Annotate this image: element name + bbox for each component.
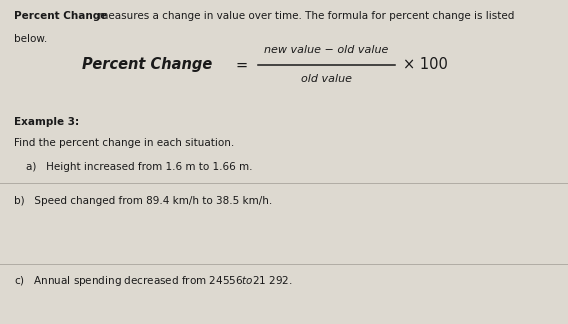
Text: old value: old value (301, 75, 352, 84)
Text: Percent Change: Percent Change (82, 57, 212, 72)
Text: × 100: × 100 (403, 57, 448, 72)
Text: new value − old value: new value − old value (265, 45, 389, 55)
Text: Find the percent change in each situation.: Find the percent change in each situatio… (14, 138, 235, 148)
Text: a)   Height increased from 1.6 m to 1.66 m.: a) Height increased from 1.6 m to 1.66 m… (26, 162, 252, 172)
Text: measures a change in value over time. The formula for percent change is listed: measures a change in value over time. Th… (95, 11, 514, 21)
Text: below.: below. (14, 34, 48, 44)
Text: =: = (236, 57, 248, 72)
Text: b)   Speed changed from 89.4 km/h to 38.5 km/h.: b) Speed changed from 89.4 km/h to 38.5 … (14, 196, 273, 206)
Text: Example 3:: Example 3: (14, 117, 80, 127)
Text: Percent Change: Percent Change (14, 11, 107, 21)
Text: c)   Annual spending decreased from $24 556 to $21 292.: c) Annual spending decreased from $24 55… (14, 274, 293, 288)
